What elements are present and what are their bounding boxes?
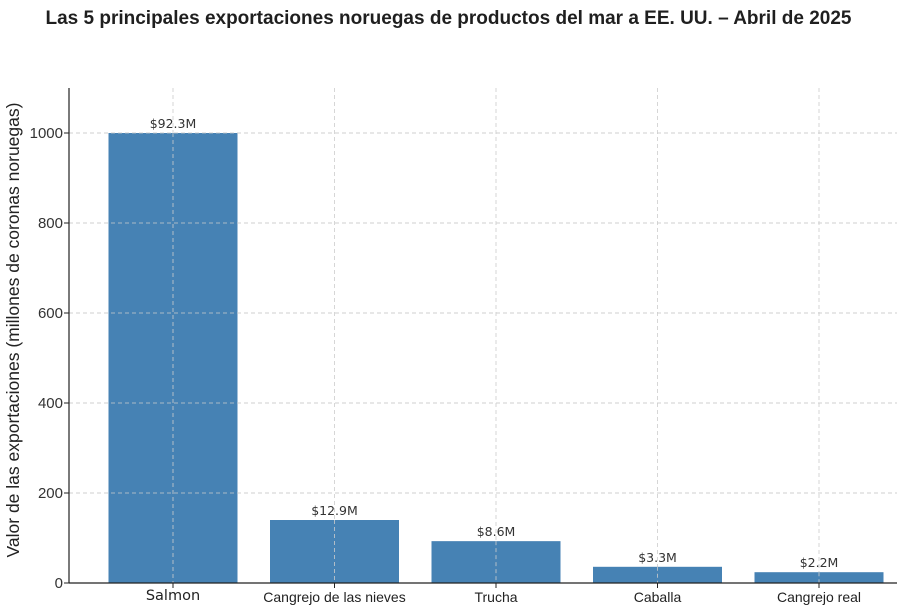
data-label: $92.3M: [150, 116, 197, 131]
bar: [754, 572, 884, 583]
y-ticks: 0 200 400 600 800 1000: [30, 125, 820, 592]
data-label: $8.6M: [477, 524, 516, 539]
y-tick-label: 0: [55, 575, 63, 592]
x-tick-label: Cangrejo de las nieves: [263, 589, 405, 605]
y-tick-label: 800: [38, 215, 63, 232]
data-label: $3.3M: [638, 550, 677, 565]
x-tick-label: Salmon: [146, 588, 200, 604]
y-tick-label: 200: [38, 485, 63, 502]
labels: $92.3M Salmon $12.9M Cangrejo de las nieves…: [146, 116, 861, 605]
axes: [68, 88, 897, 584]
y-tick-label: 1000: [30, 125, 63, 142]
data-label: $12.9M: [311, 503, 358, 518]
chart-title: Las 5 principales exportaciones noruegas…: [45, 8, 852, 29]
y-tick-label: 600: [38, 305, 63, 322]
x-tick-label: Caballa: [634, 589, 682, 605]
y-axis-title: Valor de las exportaciones (millones de …: [3, 103, 23, 558]
data-label: $2.2M: [800, 555, 839, 570]
bars: [69, 132, 897, 583]
y-tick-label: 400: [38, 395, 63, 412]
bar: [431, 541, 561, 583]
x-tick-label: Cangrejo real: [777, 589, 861, 605]
x-tick-label: Trucha: [474, 589, 517, 605]
